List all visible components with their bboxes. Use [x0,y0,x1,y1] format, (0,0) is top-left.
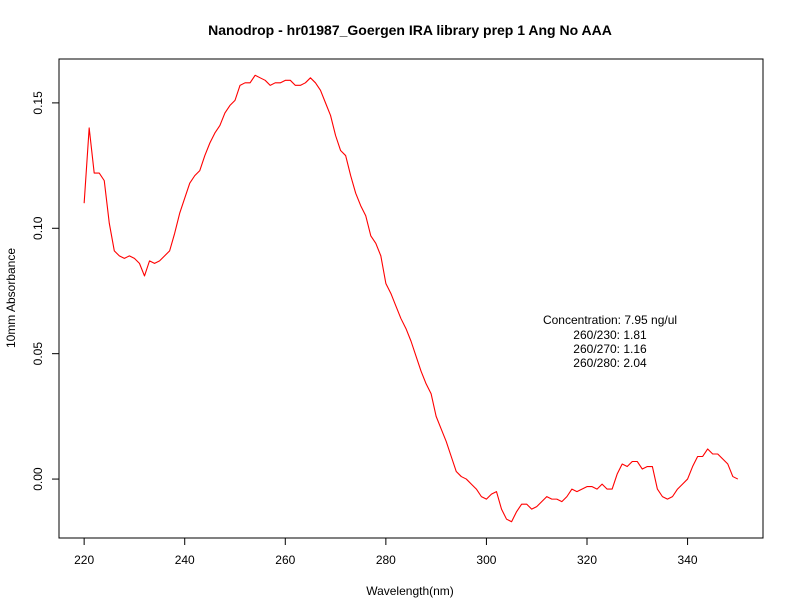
series-layer [83,74,739,523]
x-tick-label: 320 [577,553,597,567]
x-tick-label: 260 [275,553,295,567]
x-tick-label: 240 [175,553,195,567]
annotation-ratio-230: 260/230: 1.81 [573,328,647,342]
y-tick-label: 0.15 [31,91,45,115]
annotation-ratio-270: 260/270: 1.16 [573,342,647,356]
x-tick-label: 340 [678,553,698,567]
y-axis-label: 10mm Absorbance [4,248,18,348]
y-tick-label: 0.00 [31,467,45,491]
y-axis: 0.00 0.05 0.10 0.15 [31,91,60,491]
x-axis-label: Wavelength(nm) [366,584,454,598]
x-axis: 220 240 260 280 300 320 340 [74,537,698,567]
chart-title: Nanodrop - hr01987_Goergen IRA library p… [208,22,612,38]
annotation-concentration: Concentration: 7.95 ng/ul [543,313,677,327]
plot-frame [58,58,764,539]
annotation-ratio-280: 260/280: 2.04 [573,356,647,370]
y-tick-label: 0.10 [31,216,45,240]
x-tick-label: 220 [74,553,94,567]
annotation-block: Concentration: 7.95 ng/ul 260/230: 1.81 … [543,313,677,370]
x-tick-label: 300 [476,553,496,567]
x-tick-label: 280 [376,553,396,567]
absorbance-line [83,74,739,523]
y-tick-label: 0.05 [31,342,45,366]
